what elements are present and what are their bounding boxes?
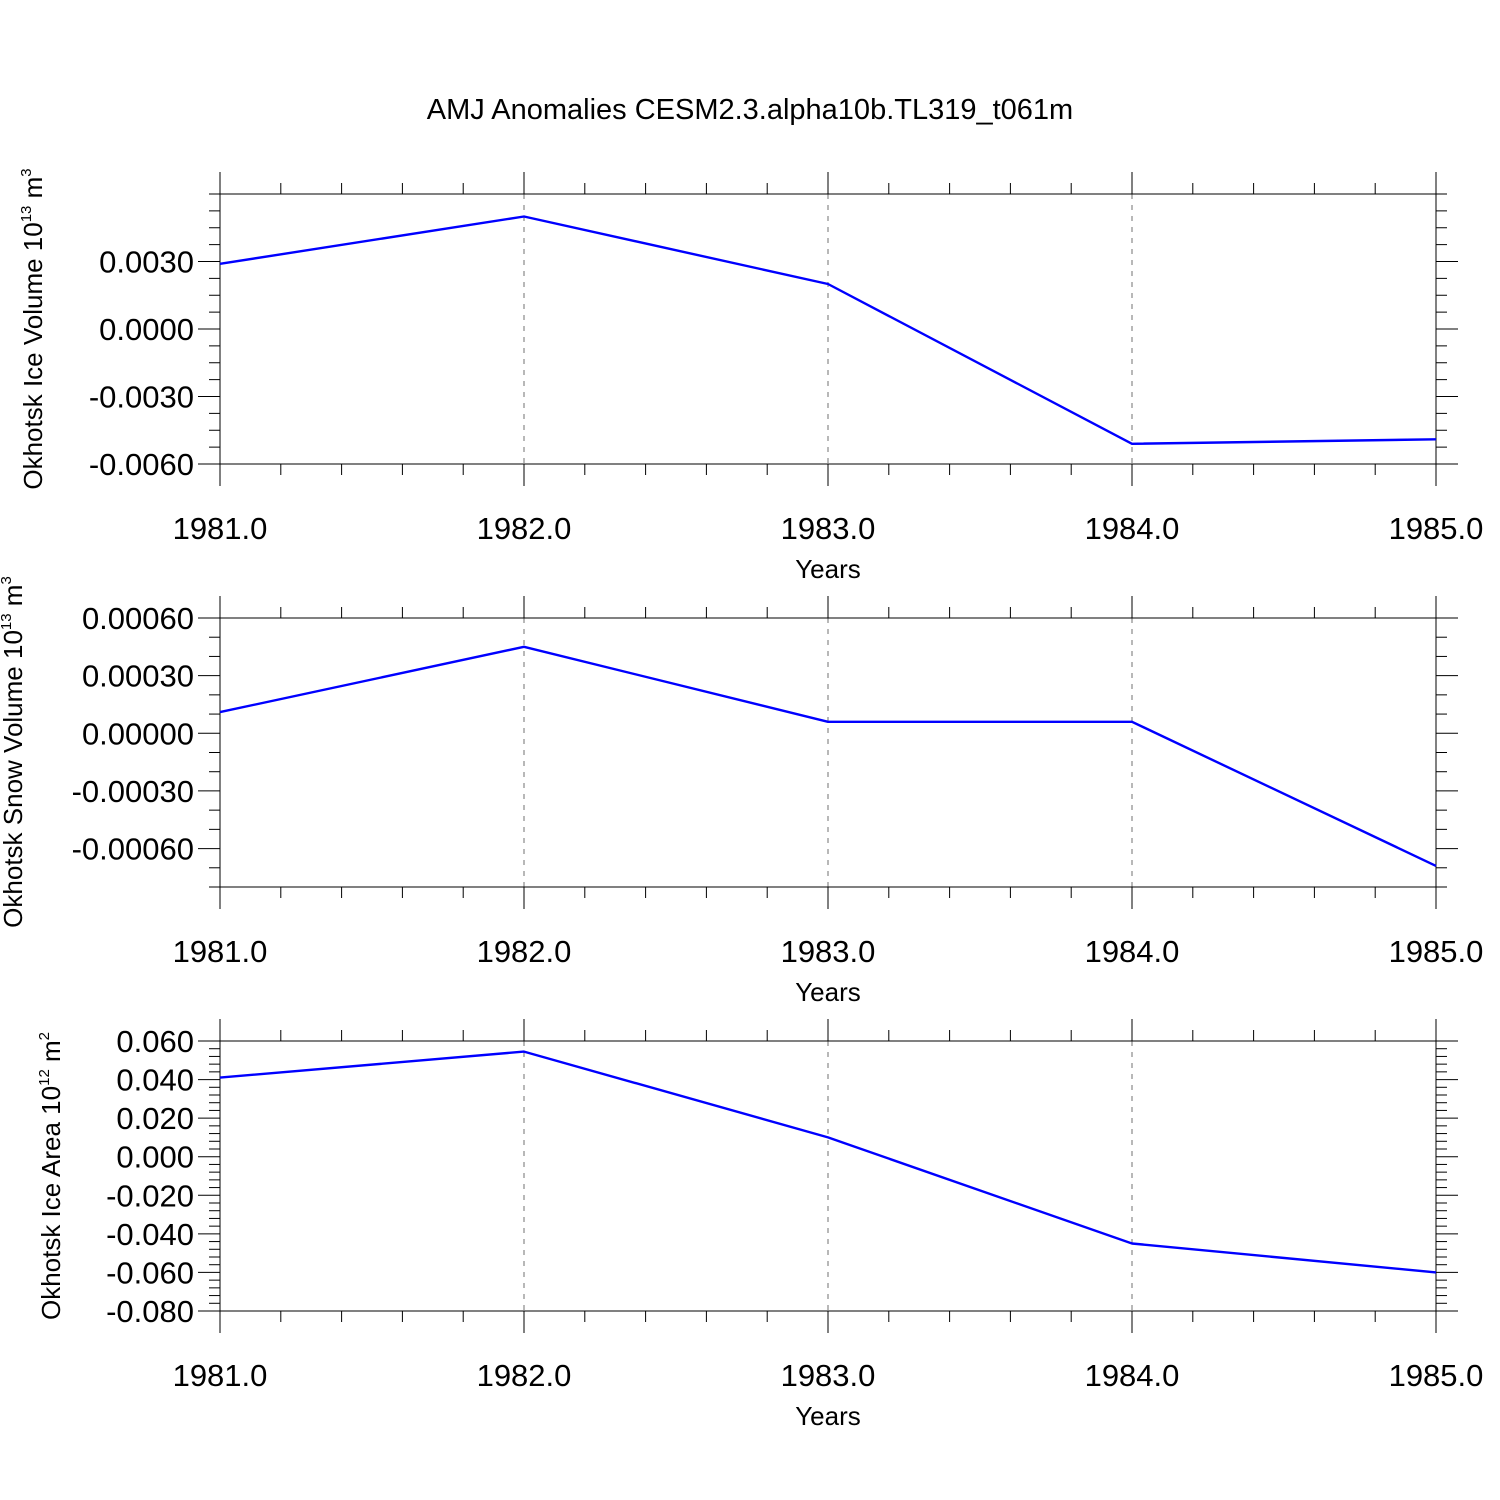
- series-line: [219, 645, 1437, 867]
- x-tick-label: 1981.0: [173, 934, 268, 969]
- y-tick-label: 0.040: [116, 1063, 194, 1098]
- x-tick-label: 1982.0: [477, 511, 572, 546]
- x-tick-label: 1985.0: [1389, 934, 1484, 969]
- y-tick-label: 0.00000: [82, 716, 194, 751]
- y-tick-label: 0.060: [116, 1024, 194, 1059]
- series-line: [219, 1050, 1437, 1274]
- panel-1: -0.0060 -0.0030 0.0000 0.0030 1981.0 1982.0 19…: [18, 168, 1483, 584]
- y-tick-label: -0.080: [106, 1294, 194, 1329]
- y-tick-label: 0.00030: [82, 659, 194, 694]
- series-line: [219, 215, 1437, 445]
- x-tick-label: 1983.0: [781, 934, 876, 969]
- y-tick-label: -0.00060: [72, 832, 194, 867]
- x-tick-label: 1984.0: [1085, 1358, 1180, 1393]
- x-axis-label: Years: [795, 554, 861, 584]
- y-tick-label: 0.0030: [99, 245, 194, 280]
- x-tick-label: 1983.0: [781, 1358, 876, 1393]
- y-tick-label: -0.0060: [89, 447, 194, 482]
- x-tick-label: 1982.0: [477, 1358, 572, 1393]
- y-tick-label: 0.0000: [99, 312, 194, 347]
- panels: -0.0060 -0.0030 0.0000 0.0030 1981.0 1982.0 19…: [0, 168, 1483, 1431]
- x-tick-label: 1985.0: [1389, 511, 1484, 546]
- panel-2: -0.00060 -0.00030 0.00000 0.00030 0.00060 198…: [0, 576, 1483, 1007]
- x-tick-label: 1984.0: [1085, 511, 1180, 546]
- y-axis-label: Okhotsk Ice Volume 1013 m3: [18, 168, 48, 489]
- x-tick-label: 1982.0: [477, 934, 572, 969]
- y-tick-label: -0.020: [106, 1178, 194, 1213]
- x-axis-label: Years: [795, 977, 861, 1007]
- y-tick-label: -0.040: [106, 1217, 194, 1252]
- y-axis-label: Okhotsk Ice Area 1012 m2: [36, 1032, 66, 1320]
- y-tick-label: 0.000: [116, 1140, 194, 1175]
- x-tick-label: 1981.0: [173, 511, 268, 546]
- x-tick-label: 1985.0: [1389, 1358, 1484, 1393]
- y-axis-label: Okhotsk Snow Volume 1013 m3: [0, 576, 28, 928]
- y-tick-label: -0.060: [106, 1255, 194, 1290]
- y-tick-label: 0.020: [116, 1101, 194, 1136]
- y-tick-label: -0.00030: [72, 774, 194, 809]
- x-tick-label: 1981.0: [173, 1358, 268, 1393]
- y-tick-label: 0.00060: [82, 601, 194, 636]
- figure-title: AMJ Anomalies CESM2.3.alpha10b.TL319_t06…: [427, 94, 1073, 126]
- x-tick-label: 1983.0: [781, 511, 876, 546]
- y-tick-label: -0.0030: [89, 380, 194, 415]
- x-axis-label: Years: [795, 1401, 861, 1431]
- x-tick-label: 1984.0: [1085, 934, 1180, 969]
